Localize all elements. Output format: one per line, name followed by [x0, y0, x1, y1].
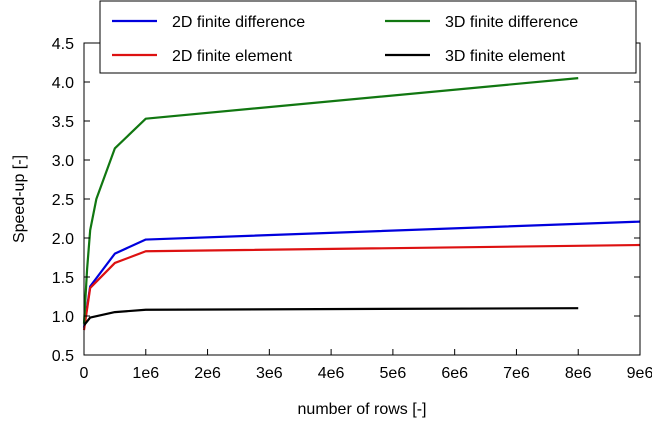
series-line-2d-finite-element [82, 243, 641, 331]
y-axis-title: Speed-up [-] [11, 155, 28, 243]
y-tick-label: 1.0 [52, 309, 74, 326]
y-tick-label: 2.5 [52, 192, 74, 209]
y-tick-label: 1.5 [52, 270, 74, 287]
series-line-3d-finite-difference [82, 77, 579, 324]
x-tick-label: 8e6 [565, 365, 592, 382]
x-tick-label: 1e6 [132, 365, 159, 382]
legend-box [99, 0, 637, 74]
series-layer [82, 77, 641, 331]
series-line-3d-finite-element [83, 307, 579, 327]
y-tick-label: 3.0 [52, 153, 74, 170]
legend-label: 3D finite element [445, 48, 566, 65]
ticks-layer: 0 1e6 2e6 3e6 4e6 5e6 6e6 7e6 8e6 9e6 0.5 1.0 1.5 2.0… [52, 36, 652, 382]
legend-label: 2D finite element [172, 48, 293, 65]
y-tick-label: 4.0 [52, 75, 74, 92]
y-tick-label: 4.5 [52, 36, 74, 53]
x-axis-title: number of rows [-] [298, 401, 427, 418]
x-tick-label: 7e6 [503, 365, 530, 382]
legend-label: 2D finite difference [172, 14, 305, 31]
y-tick-label: 3.5 [52, 114, 74, 131]
x-tick-label: 3e6 [256, 365, 283, 382]
x-tick-label: 4e6 [318, 365, 345, 382]
legend-label: 3D finite difference [445, 14, 578, 31]
x-tick-label: 5e6 [380, 365, 407, 382]
x-tick-label: 0 [80, 365, 89, 382]
y-tick-label: 0.5 [52, 348, 74, 365]
x-tick-label: 9e6 [627, 365, 652, 382]
y-tick-label: 2.0 [52, 231, 74, 248]
x-tick-label: 2e6 [194, 365, 221, 382]
x-tick-label: 6e6 [441, 365, 468, 382]
series-line-2d-finite-difference [82, 220, 641, 328]
legend: 2D finite difference 2D finite element 3D … [99, 0, 637, 74]
